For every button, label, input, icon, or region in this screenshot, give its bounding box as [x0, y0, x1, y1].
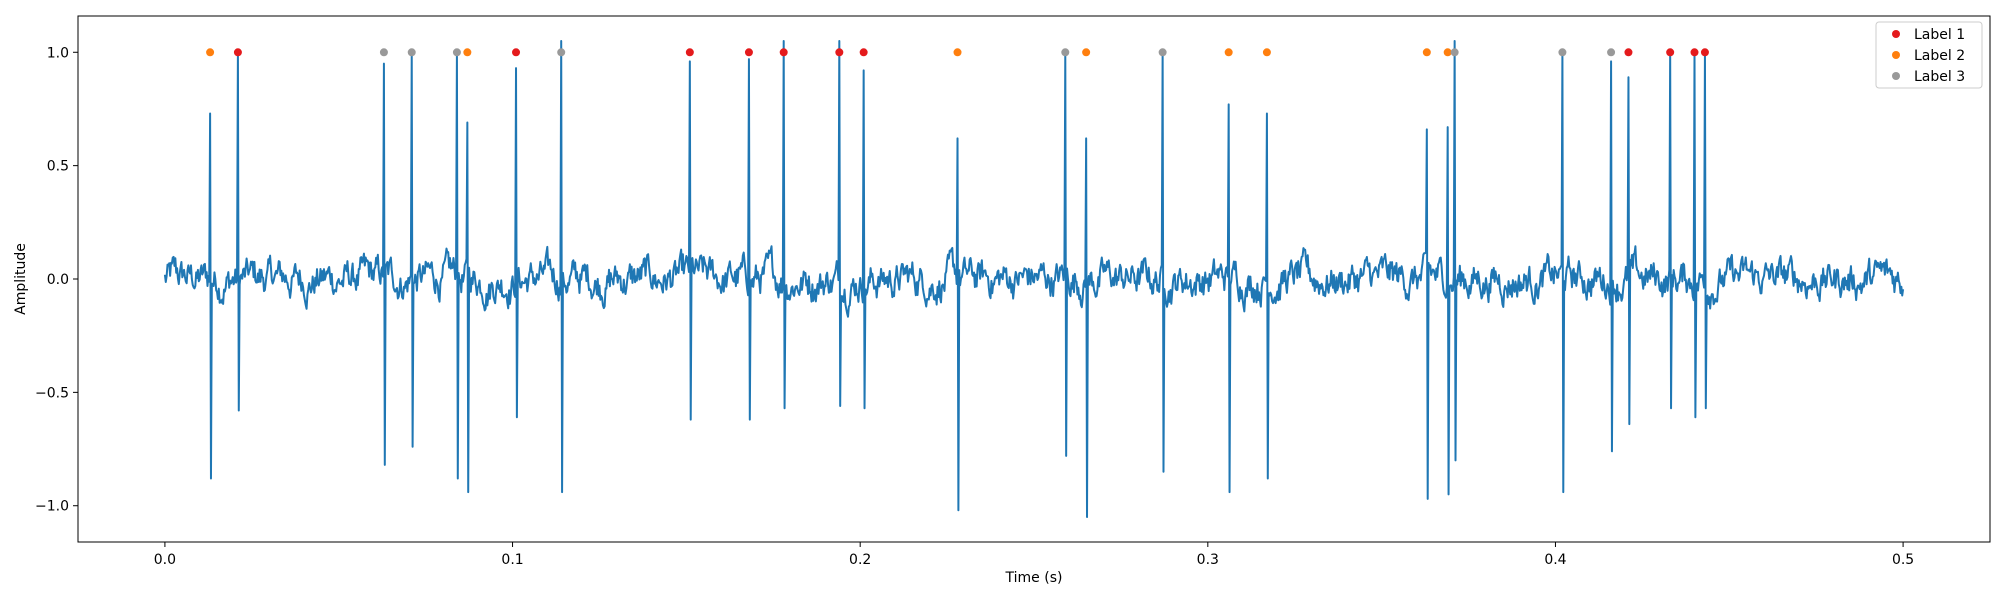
- x-tick-label: 0.4: [1544, 552, 1566, 568]
- y-tick-label: 0.5: [47, 159, 69, 175]
- legend-marker-1: [1892, 30, 1900, 38]
- label-1-marker: [835, 48, 844, 57]
- x-axis-label: Time (s): [1005, 570, 1063, 586]
- label-1-marker: [859, 48, 868, 57]
- label-3-marker: [1061, 48, 1070, 57]
- label-3-marker: [1450, 48, 1459, 57]
- label-3-marker: [1607, 48, 1616, 57]
- label-1-marker: [1690, 48, 1699, 57]
- label-1-marker: [1700, 48, 1709, 57]
- signal-layer: [163, 39, 1905, 519]
- label-2-marker: [1224, 48, 1233, 57]
- label-2-marker: [1262, 48, 1271, 57]
- label-1-marker: [744, 48, 753, 57]
- legend-label-3: Label 3: [1914, 69, 1965, 85]
- signal-line: [163, 39, 1905, 519]
- legend-box: [1875, 21, 1983, 89]
- label-1-marker: [1666, 48, 1675, 57]
- markers-layer: [206, 48, 1709, 57]
- x-tick-label: 0.3: [1197, 552, 1219, 568]
- label-3-marker: [379, 48, 388, 57]
- x-tick-label: 0.2: [849, 552, 871, 568]
- x-tick-label: 0.1: [501, 552, 523, 568]
- label-3-marker: [407, 48, 416, 57]
- label-1-marker: [685, 48, 694, 57]
- y-tick-label: −0.5: [35, 385, 69, 401]
- y-axis: −1.0 −0.5 0.0 0.5 1.0: [35, 45, 78, 515]
- label-3-marker: [1158, 48, 1167, 57]
- legend: Label 1 Label 2 Label 3: [1875, 21, 1983, 89]
- legend-marker-3: [1892, 72, 1900, 80]
- label-2-marker: [206, 48, 215, 57]
- label-3-marker: [1558, 48, 1567, 57]
- legend-label-2: Label 2: [1914, 48, 1965, 64]
- y-tick-label: 1.0: [47, 45, 69, 61]
- x-tick-label: 0.5: [1892, 552, 1914, 568]
- label-2-marker: [1443, 48, 1452, 57]
- label-2-marker: [1422, 48, 1431, 57]
- label-1-marker: [1624, 48, 1633, 57]
- label-3-marker: [452, 48, 461, 57]
- y-axis-label: Amplitude: [13, 243, 29, 315]
- label-2-marker: [463, 48, 472, 57]
- legend-label-1: Label 1: [1914, 27, 1965, 43]
- label-2-marker: [1082, 48, 1091, 57]
- label-1-marker: [512, 48, 521, 57]
- label-2-marker: [953, 48, 962, 57]
- label-1-marker: [779, 48, 788, 57]
- x-axis: 0.0 0.1 0.2 0.3 0.4 0.5: [154, 542, 1914, 568]
- x-tick-label: 0.0: [154, 552, 176, 568]
- legend-marker-2: [1892, 51, 1900, 59]
- label-3-marker: [557, 48, 566, 57]
- y-tick-label: 0.0: [47, 272, 69, 288]
- y-tick-label: −1.0: [35, 499, 69, 515]
- label-1-marker: [233, 48, 242, 57]
